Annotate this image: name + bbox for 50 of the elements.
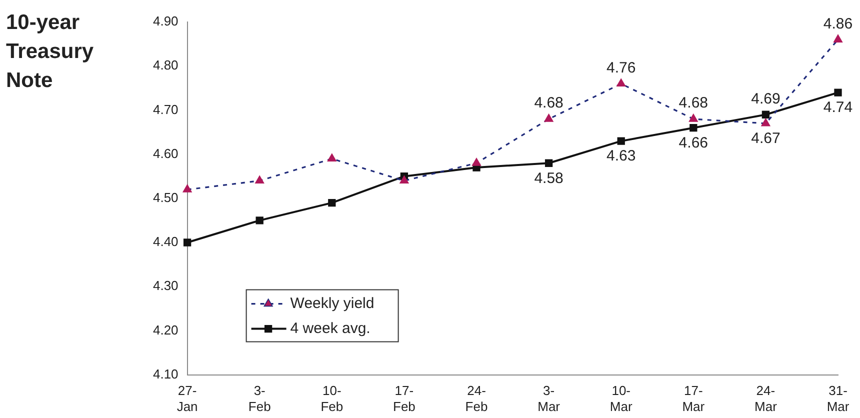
y-tick-label: 4.80	[152, 58, 178, 73]
x-tick-label: 24-Mar	[754, 383, 778, 414]
data-label: 4.68	[678, 94, 708, 112]
x-tick-label: 17-Feb	[393, 383, 416, 414]
y-tick-label: 4.30	[152, 278, 178, 294]
point	[690, 124, 698, 132]
y-tick-label: 4.10	[152, 366, 178, 382]
point	[255, 176, 264, 184]
legend-label: 4 week avg.	[290, 320, 370, 337]
point	[834, 88, 842, 96]
x-tick-label: 3-Mar	[538, 383, 561, 414]
data-label: 4.63	[606, 148, 636, 165]
data-label: 4.68	[534, 94, 564, 112]
point	[328, 154, 336, 162]
x-tick-label: 10-Mar	[610, 383, 633, 414]
text: 10-year Treasury Note	[6, 10, 95, 94]
data-label: 4.74	[823, 99, 853, 116]
legend-label: Weekly yield	[290, 294, 374, 312]
data-label: 4.69	[751, 90, 780, 108]
y-tick-label: 4.40	[152, 234, 178, 250]
point	[617, 137, 625, 145]
x-tick-label: 31-Mar	[826, 383, 850, 414]
point	[256, 216, 264, 224]
point	[328, 198, 336, 207]
point	[400, 176, 408, 184]
x-tick-label: 10-Feb	[320, 383, 344, 414]
data-label: 4.58	[534, 170, 564, 187]
x-tick-label: 17-Mar	[682, 383, 706, 414]
y-tick-label: 4.70	[152, 102, 178, 117]
point	[544, 114, 554, 122]
point	[689, 114, 698, 122]
point	[834, 34, 842, 42]
point	[616, 78, 626, 87]
x-tick-label: 3-Feb	[248, 383, 271, 414]
point	[761, 118, 770, 126]
y-tick-label: 4.20	[152, 322, 178, 338]
point	[762, 110, 770, 118]
point	[472, 158, 481, 166]
x-tick-label: 24-Feb	[465, 383, 488, 414]
data-label: 4.76	[606, 59, 636, 76]
point	[544, 159, 553, 167]
point	[183, 238, 192, 246]
y-tick-label: 4.50	[152, 190, 178, 205]
data-label: 4.66	[678, 134, 708, 152]
x-tick-label: 27-Jan	[176, 383, 198, 414]
point	[183, 184, 192, 192]
data-label: 4.67	[751, 130, 780, 148]
y-tick-label: 4.90	[152, 14, 178, 29]
data-label: 4.86	[823, 15, 853, 32]
y-tick-label: 4.60	[152, 146, 178, 161]
